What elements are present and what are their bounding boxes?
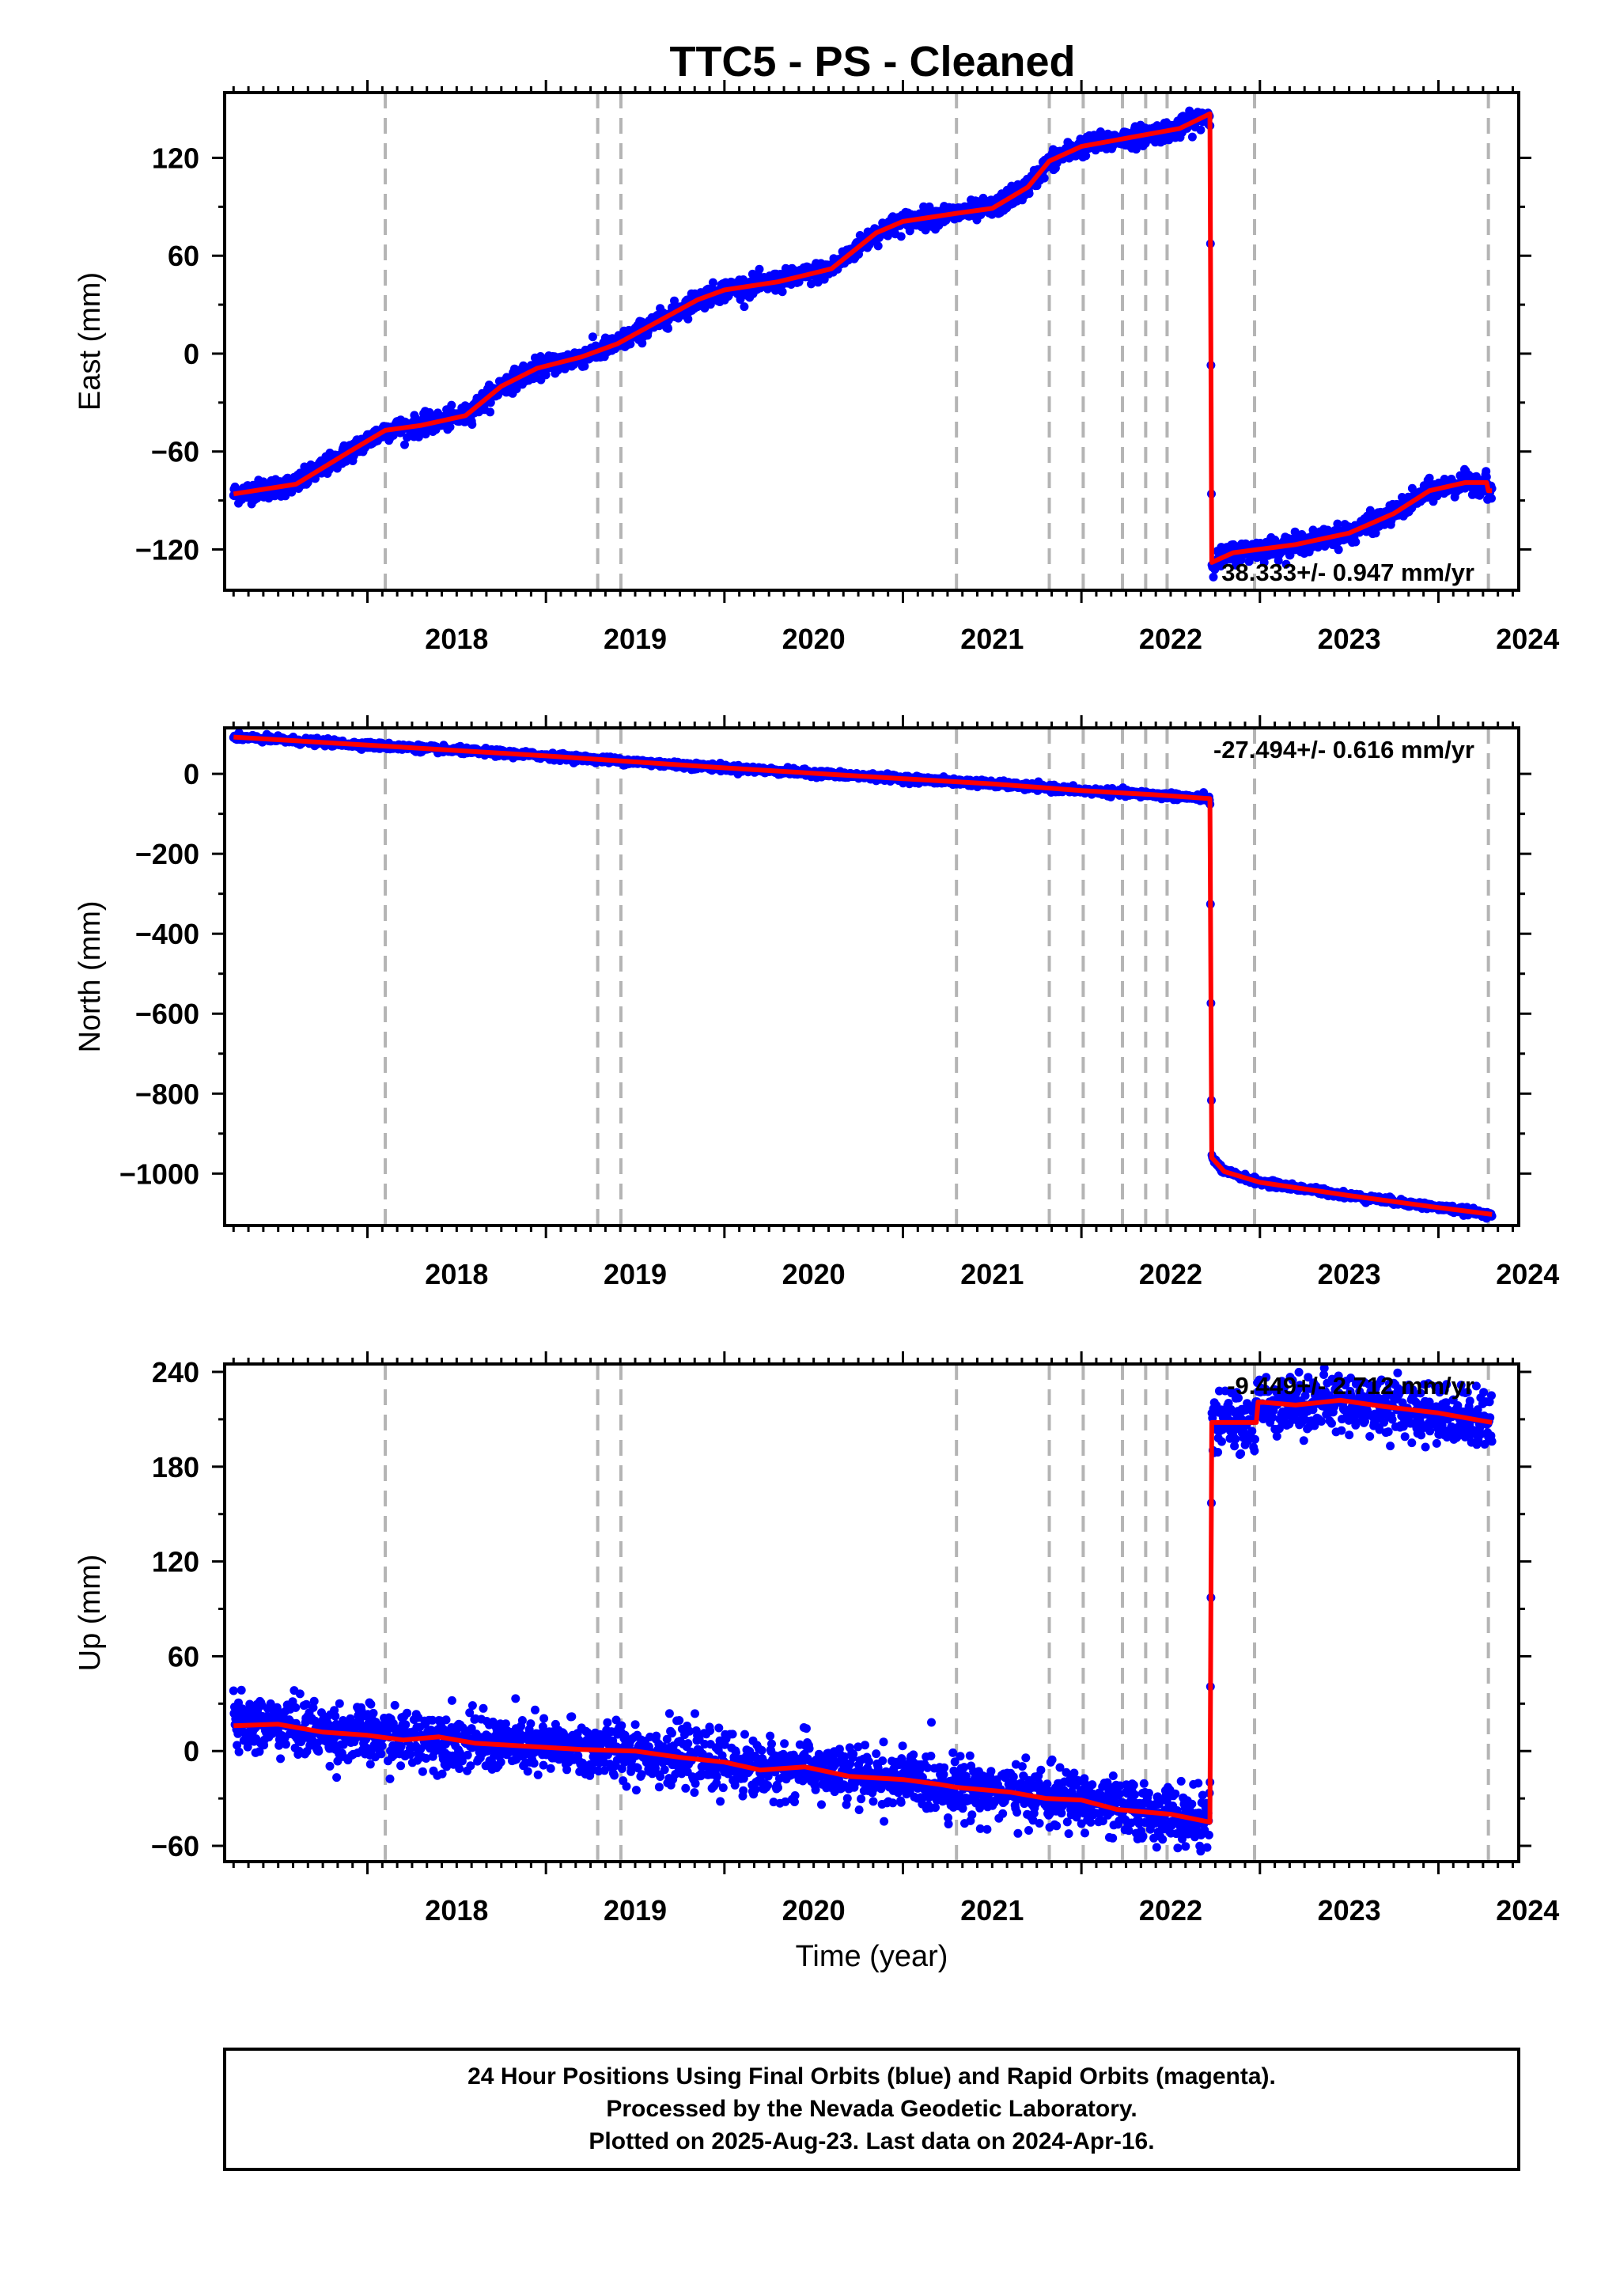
data-point bbox=[1425, 473, 1434, 483]
y-tick-label: 120 bbox=[152, 142, 199, 174]
data-point bbox=[1351, 537, 1361, 547]
y-tick-label: −120 bbox=[135, 533, 199, 566]
y-tick-label: −60 bbox=[151, 436, 199, 468]
data-point bbox=[1196, 125, 1205, 135]
data-point bbox=[807, 279, 816, 289]
x-tick-label: 2020 bbox=[782, 623, 846, 655]
data-point bbox=[778, 287, 787, 297]
data-point bbox=[626, 339, 635, 349]
data-point bbox=[486, 398, 495, 407]
data-point bbox=[541, 370, 551, 380]
data-points-group bbox=[229, 106, 1497, 582]
data-point bbox=[580, 362, 589, 371]
data-point bbox=[1259, 558, 1269, 567]
data-point bbox=[1487, 494, 1496, 503]
data-point bbox=[1281, 559, 1291, 569]
data-point bbox=[1081, 151, 1091, 161]
chart-title: TTC5 - PS - Cleaned bbox=[669, 38, 1075, 85]
data-point bbox=[1333, 519, 1342, 529]
model-line bbox=[233, 111, 1493, 565]
data-point bbox=[1371, 529, 1380, 538]
data-point bbox=[421, 430, 430, 439]
data-point bbox=[1244, 557, 1254, 566]
x-tick-label: 2018 bbox=[425, 623, 488, 655]
data-point bbox=[486, 407, 495, 417]
data-point bbox=[400, 440, 409, 449]
x-tick-label: 2019 bbox=[604, 623, 667, 655]
data-point bbox=[467, 420, 477, 429]
data-point bbox=[1187, 132, 1197, 142]
x-tick-label: 2022 bbox=[1139, 623, 1202, 655]
data-points-group bbox=[229, 728, 1497, 1223]
data-point bbox=[445, 422, 455, 432]
y-tick-label: 0 bbox=[184, 338, 199, 370]
data-point bbox=[1209, 572, 1218, 582]
data-point bbox=[1039, 173, 1049, 183]
data-point bbox=[447, 400, 456, 410]
x-tick-label: 2023 bbox=[1318, 623, 1381, 655]
data-point bbox=[1131, 145, 1141, 154]
data-point bbox=[664, 324, 672, 333]
east-panel: 2018 2019 2020 2021 2022 2023 2024 −120 −60 0 60 12… bbox=[74, 80, 1559, 655]
data-point bbox=[896, 232, 906, 241]
x-tick-label: 2024 bbox=[1496, 623, 1559, 655]
y-tick-label: 60 bbox=[168, 240, 199, 272]
data-point bbox=[1334, 545, 1343, 555]
north-panel: 2018 2019 2020 2021 2022 2023 2024−1000−800−60… bbox=[74, 715, 1559, 1290]
data-point bbox=[588, 332, 597, 342]
data-point bbox=[708, 278, 717, 287]
x-tick-label: 2021 bbox=[960, 623, 1024, 655]
y-axis-label: East (mm) bbox=[74, 272, 107, 411]
data-point bbox=[287, 487, 297, 497]
data-point bbox=[683, 314, 693, 324]
rate-label: 38.333+/- 0.947 mm/yr bbox=[1221, 559, 1474, 586]
panel-frame bbox=[223, 91, 1520, 592]
data-point bbox=[1024, 189, 1034, 199]
data-point bbox=[740, 302, 749, 312]
data-point bbox=[1482, 472, 1491, 482]
data-point bbox=[873, 241, 883, 251]
data-point bbox=[755, 264, 764, 274]
